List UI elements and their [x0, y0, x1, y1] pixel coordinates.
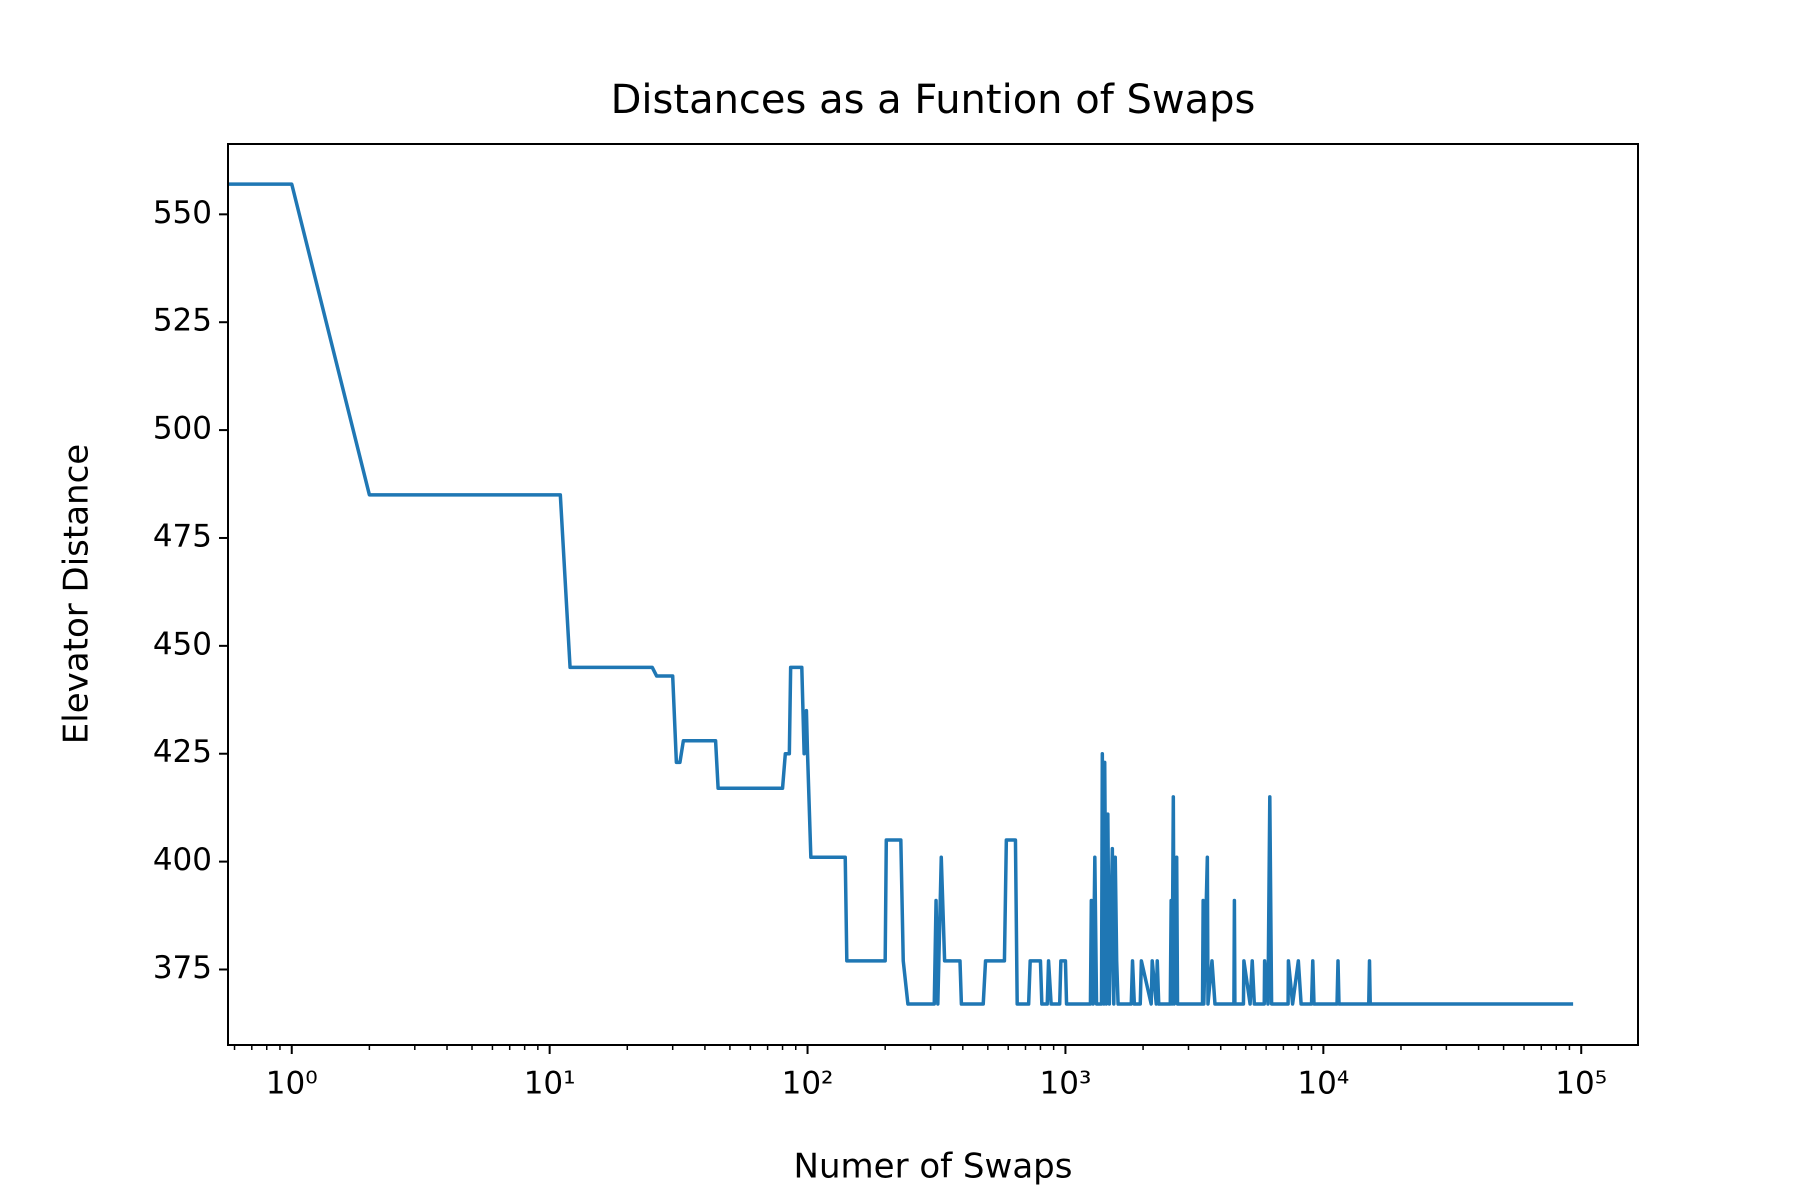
plot-area: [228, 182, 1574, 1006]
y-tick-label: 450: [153, 626, 212, 662]
y-tick-label: 425: [153, 734, 212, 770]
y-tick-label: 475: [153, 518, 212, 554]
y-tick-label: 500: [153, 411, 212, 447]
y-axis-label: Elevator Distance: [57, 444, 97, 744]
x-tick-label: 10¹: [524, 1066, 576, 1102]
axes-frame: [227, 143, 1639, 1046]
x-tick-label: 10⁵: [1555, 1066, 1607, 1102]
x-axis-label: Numer of Swaps: [794, 1147, 1073, 1187]
x-tick-label: 10⁴: [1297, 1066, 1349, 1102]
y-tick-label: 550: [153, 195, 212, 231]
y-tick-label: 525: [153, 303, 212, 339]
y-tick-label: 375: [153, 950, 212, 986]
x-tick-label: 10³: [1040, 1066, 1092, 1102]
y-tick-label: 400: [153, 842, 212, 878]
chart-title: Distances as a Funtion of Swaps: [611, 77, 1256, 123]
x-tick-label: 10⁰: [266, 1066, 318, 1102]
data-line: [228, 182, 1574, 1006]
x-tick-label: 10²: [782, 1066, 834, 1102]
